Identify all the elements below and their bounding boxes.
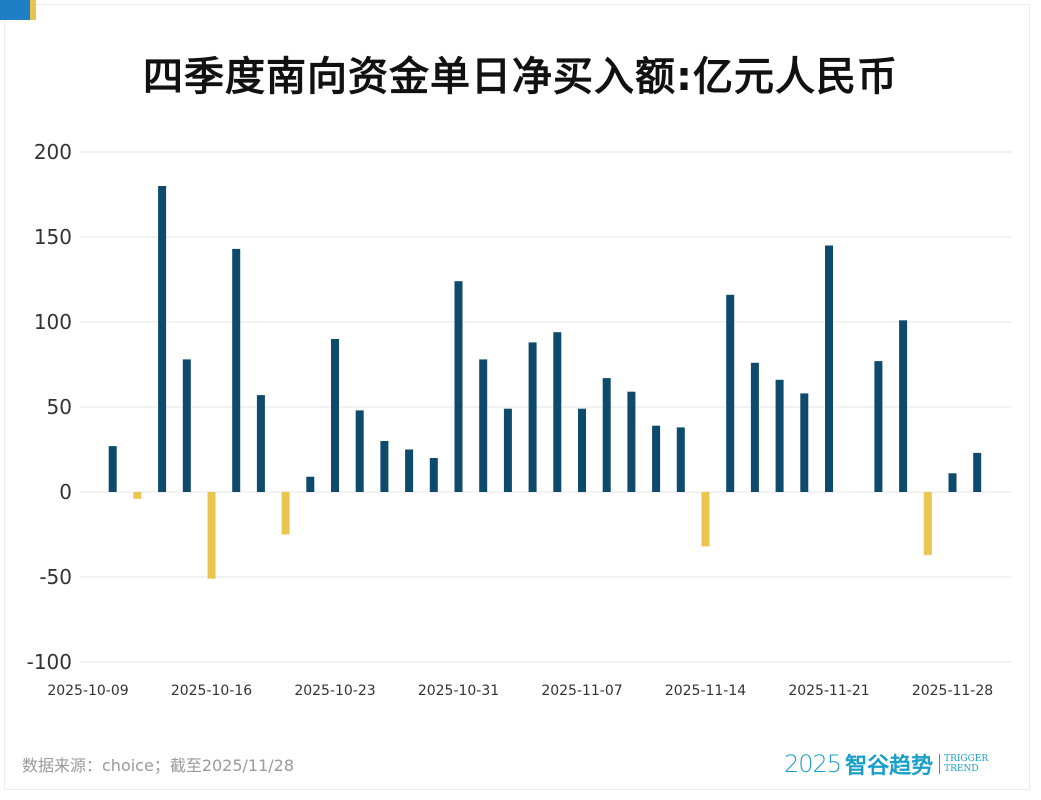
bar: [405, 449, 414, 492]
logo-english: TRIGGER TREND: [939, 754, 988, 774]
y-tick-label: 0: [59, 480, 72, 504]
data-source-note: 数据来源：choice；截至2025/11/28: [22, 756, 295, 775]
bar: [380, 441, 389, 492]
bar: [306, 476, 315, 492]
bar: [825, 245, 833, 492]
bar: [676, 427, 685, 492]
bar: [528, 342, 537, 492]
bar: [355, 410, 364, 492]
bar: [158, 186, 167, 492]
bar: [232, 248, 241, 492]
bar: [652, 425, 661, 492]
bar: [948, 473, 957, 492]
bar: [133, 492, 142, 499]
bar: [454, 281, 463, 492]
chart-card: [4, 4, 1030, 790]
bar: [701, 492, 710, 547]
y-tick-label: -50: [39, 565, 72, 589]
bar: [281, 492, 290, 535]
bar: [899, 320, 908, 492]
brand-accent-bar: [0, 0, 30, 20]
bar: [874, 361, 883, 492]
chart-title: 四季度南向资金单日净买入额:亿元人民币: [143, 54, 898, 100]
bar: [602, 378, 611, 492]
bar: [553, 332, 562, 492]
bar: [726, 294, 735, 492]
logo-english-line1: TRIGGER: [944, 754, 989, 764]
y-tick-label: 150: [34, 225, 72, 249]
bar: [108, 446, 117, 492]
bar: [775, 379, 784, 492]
bar: [479, 359, 488, 492]
brand-accent-bar-secondary: [30, 0, 36, 20]
bar: [923, 492, 932, 555]
bar: [750, 362, 759, 492]
logo-english-line2: TREND: [944, 764, 979, 774]
bar: [331, 339, 339, 492]
y-tick-label: 100: [34, 310, 72, 334]
y-tick-label: -100: [27, 650, 72, 674]
bar: [256, 395, 265, 492]
logo-year: 2025: [784, 750, 842, 778]
x-tick-label: 2025-11-07: [541, 683, 622, 699]
x-tick-label: 2025-10-31: [418, 683, 499, 699]
y-tick-label: 200: [34, 140, 72, 164]
x-tick-label: 2025-11-28: [912, 683, 993, 699]
bar: [973, 452, 982, 492]
bar: [429, 458, 438, 492]
bar: [627, 391, 636, 492]
y-tick-label: 50: [47, 395, 72, 419]
bar-chart: 200 150 100 50 0 -50 -100 2025-10-09 2025-10-16 2…: [27, 140, 1012, 699]
brand-logo: 2025 智谷趋势 TRIGGER TREND: [784, 748, 988, 780]
logo-name: 智谷趋势: [845, 753, 934, 779]
bar: [800, 393, 809, 492]
x-tick-label: 2025-10-16: [171, 683, 252, 699]
bar: [578, 408, 586, 492]
x-tick-label: 2025-10-09: [47, 683, 128, 699]
x-tick-label: 2025-10-23: [294, 683, 375, 699]
bar: [207, 492, 216, 579]
x-tick-label: 2025-11-21: [788, 683, 869, 699]
x-tick-label: 2025-11-14: [665, 683, 746, 699]
bar: [503, 408, 512, 492]
bar: [182, 359, 191, 492]
